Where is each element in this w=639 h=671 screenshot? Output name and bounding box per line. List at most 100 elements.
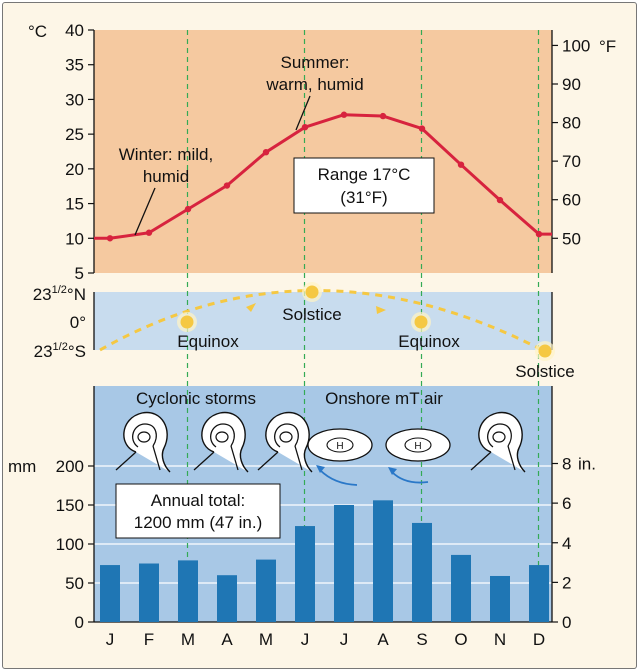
- high-pressure-label: H: [336, 441, 343, 452]
- temperature-point: [184, 205, 192, 213]
- summer-annotation-line2: warm, humid: [265, 75, 363, 94]
- lat-north-whole: 23: [33, 285, 52, 304]
- onshore-air-label: Onshore mT air: [325, 389, 443, 408]
- lat-north-fraction: 1/2: [52, 284, 67, 296]
- temperature-point: [535, 230, 543, 238]
- equinox-label-march: Equinox: [177, 332, 239, 351]
- inch-unit-label: in.: [578, 455, 596, 474]
- precip-bar: [334, 505, 354, 622]
- onshore-arrow-2: [391, 471, 429, 484]
- lat-south-fraction: 1/2: [53, 341, 68, 353]
- month-label: D: [533, 630, 545, 649]
- temperature-panel: [94, 30, 552, 273]
- lat-south-hemisphere: S: [75, 342, 86, 361]
- mm-tick-label: 200: [56, 457, 84, 476]
- temperature-point: [340, 111, 348, 118]
- month-label: M: [259, 630, 273, 649]
- cyclonic-storm-icon-jan: [115, 411, 171, 473]
- range-line2: (31°F): [340, 188, 387, 207]
- celsius-tick-label: 25: [65, 125, 84, 144]
- celsius-tick-label: 40: [65, 21, 84, 40]
- lat-south-whole: 23: [34, 342, 53, 361]
- celsius-tick-label: 30: [65, 90, 84, 109]
- celsius-tick-label: 15: [65, 195, 84, 214]
- high-pressure-icon-aug: H: [385, 428, 451, 462]
- onshore-arrow-2-head: [388, 467, 397, 475]
- month-label: F: [144, 630, 154, 649]
- sun-path-curve: [99, 289, 547, 354]
- inch-tick-label: 0: [562, 613, 571, 632]
- precip-bar: [217, 575, 237, 622]
- cyclonic-storm-icon-may: [257, 411, 313, 473]
- inch-tick-label: 8: [562, 455, 571, 474]
- mm-unit-label: mm: [8, 457, 36, 476]
- winter-annotation-line2: humid: [143, 167, 189, 186]
- range-line1: Range 17°C: [318, 165, 411, 184]
- summer-pointer: [295, 95, 311, 131]
- temperature-point: [379, 112, 387, 120]
- fahrenheit-tick-label: 70: [562, 152, 581, 171]
- precip-bar: [490, 575, 510, 622]
- sun-path-arrow-1: [246, 303, 256, 312]
- inch-tick-label: 4: [562, 534, 571, 553]
- fahrenheit-tick-label: 100: [562, 36, 590, 55]
- precip-bar: [100, 565, 120, 622]
- month-label: M: [181, 630, 195, 649]
- month-label: S: [416, 630, 427, 649]
- winter-annotation-line1: Winter: mild,: [119, 145, 213, 164]
- lat-north-hemisphere: N: [74, 285, 86, 304]
- temperature-point: [106, 235, 114, 242]
- cyclonic-storm-icon-nov: [470, 411, 526, 473]
- month-label: J: [340, 630, 349, 649]
- celsius-tick-label: 10: [65, 229, 84, 248]
- lat-south-label: 231/2°S: [34, 341, 86, 361]
- temperature-point: [301, 124, 309, 131]
- lat-north-degree: °: [67, 285, 74, 304]
- inch-tick-label: 6: [562, 494, 571, 513]
- solstice-label-june: Solstice: [282, 305, 342, 324]
- precip-bar: [295, 526, 315, 622]
- fahrenheit-tick-label: 80: [562, 114, 581, 133]
- fahrenheit-tick-label: 60: [562, 191, 581, 210]
- precip-bar: [178, 560, 198, 622]
- celsius-tick-label: 35: [65, 56, 84, 75]
- temperature-point: [145, 229, 153, 236]
- sun-sept-equinox: [411, 312, 431, 332]
- temperature-point: [457, 161, 465, 168]
- lat-south-degree: °: [68, 342, 75, 361]
- sun-march-equinox: [177, 312, 197, 332]
- temperature-line: [94, 113, 552, 240]
- mm-tick-label: 0: [75, 613, 84, 632]
- high-pressure-label: H: [414, 441, 421, 452]
- cyclonic-storms-label: Cyclonic storms: [136, 389, 256, 408]
- inch-tick-label: 2: [562, 573, 571, 592]
- onshore-arrow-1: [319, 469, 358, 486]
- sun-path-y-labels: 231/2°N 0° 231/2°S: [33, 284, 86, 361]
- fahrenheit-tick-label: 90: [562, 75, 581, 94]
- month-label: J: [106, 630, 115, 649]
- temperature-point: [262, 148, 270, 156]
- winter-pointer: [134, 187, 156, 236]
- celsius-unit-label: °C: [28, 22, 47, 41]
- sun-path-arrow-2: [376, 306, 386, 314]
- lat-zero-label: 0°: [70, 313, 86, 332]
- fahrenheit-tick-label: 50: [562, 229, 581, 248]
- fahrenheit-unit-label: °F: [599, 37, 616, 56]
- month-label: O: [454, 630, 467, 649]
- month-label: J: [301, 630, 310, 649]
- cyclonic-storm-icon-mar: [193, 411, 249, 473]
- precip-bar: [139, 563, 159, 622]
- precip-bar: [412, 522, 432, 622]
- high-pressure-icon-jun: H: [307, 428, 373, 462]
- precip-bar: [451, 554, 471, 622]
- sun-dec-solstice: [535, 341, 555, 361]
- temperature-point: [496, 196, 504, 204]
- solstice-label-dec: Solstice: [515, 362, 575, 381]
- onshore-arrow-1-head: [316, 465, 325, 473]
- precip-bar: [529, 565, 549, 622]
- month-label: N: [494, 630, 506, 649]
- annual-total-line1: Annual total:: [151, 491, 246, 510]
- mm-tick-label: 150: [56, 496, 84, 515]
- temperature-point: [418, 125, 426, 132]
- mm-tick-label: 100: [56, 535, 84, 554]
